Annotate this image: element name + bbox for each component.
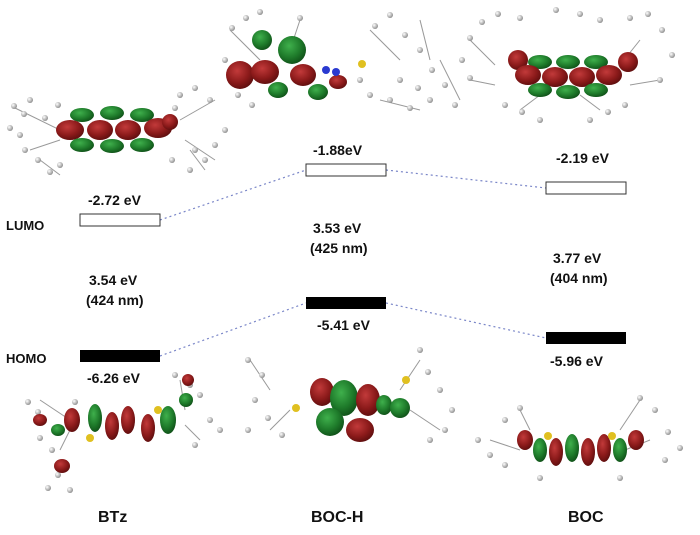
boc-molecule-name: BOC — [568, 509, 604, 526]
btz-homo-orbital-image — [25, 372, 223, 493]
boc-homo-energy: -5.96 eV — [550, 353, 604, 369]
lumo-connector-boch-boc — [385, 169, 547, 189]
btz-homo-energy: -6.26 eV — [87, 370, 141, 386]
boch-homo-energy: -5.41 eV — [317, 317, 371, 333]
btz-lumo-level — [79, 213, 161, 227]
boc-lumo-orbital-image — [459, 7, 675, 123]
lumo-axis-label: LUMO — [6, 218, 44, 233]
boc-lumo-level — [545, 181, 627, 195]
boc-homo-orbital-image — [475, 395, 683, 481]
lumo-connector-btz-boch — [159, 169, 307, 221]
boch-molecule-name: BOC-H — [311, 509, 363, 526]
boch-gap-nm: (425 nm) — [310, 240, 368, 256]
btz-lumo-energy: -2.72 eV — [88, 192, 142, 208]
boc-homo-level — [546, 332, 626, 344]
boch-homo-orbital-image — [245, 347, 455, 443]
homo-connector-btz-boch — [159, 302, 307, 357]
boc-gap-nm: (404 nm) — [550, 270, 608, 286]
boch-lumo-orbital-image — [222, 9, 461, 111]
boch-lumo-level — [305, 163, 387, 177]
homo-connector-boch-boc — [385, 302, 547, 339]
boc-gap-ev: 3.77 eV — [553, 250, 602, 266]
boch-lumo-energy: -1.88eV — [313, 142, 363, 158]
btz-molecule-name: BTz — [98, 509, 127, 526]
boch-homo-level — [306, 297, 386, 309]
btz-lumo-orbital-image — [7, 85, 228, 176]
boch-gap-ev: 3.53 eV — [313, 220, 362, 236]
btz-homo-level — [80, 350, 160, 362]
btz-gap-ev: 3.54 eV — [89, 272, 138, 288]
boc-lumo-energy: -2.19 eV — [556, 150, 610, 166]
homo-axis-label: HOMO — [6, 351, 46, 366]
btz-gap-nm: (424 nm) — [86, 292, 144, 308]
